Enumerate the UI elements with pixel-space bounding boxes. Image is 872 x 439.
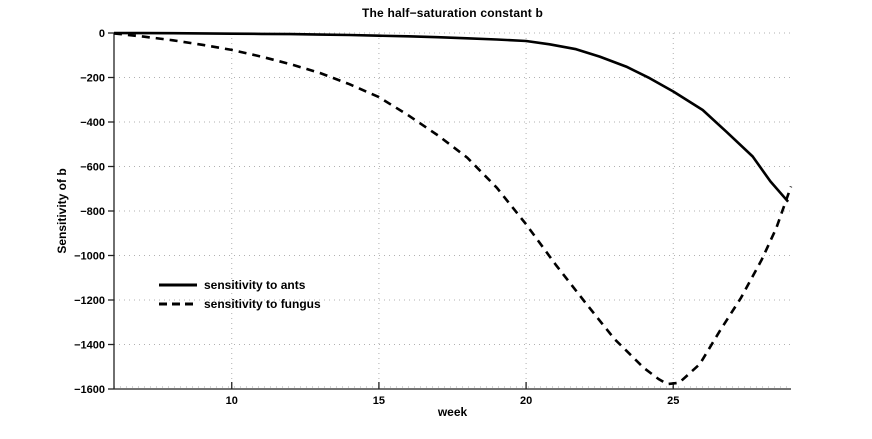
x-tick-label: 25 bbox=[667, 395, 679, 407]
x-axis-label: week bbox=[437, 405, 468, 419]
x-tick-label: 15 bbox=[373, 395, 385, 407]
legend-label-ants: sensitivity to ants bbox=[204, 278, 306, 292]
solid-line-sample-icon bbox=[159, 283, 197, 287]
y-tick-label: −1000 bbox=[74, 251, 105, 263]
legend-item-ants: sensitivity to ants bbox=[159, 277, 321, 293]
legend-item-fungus: sensitivity to fungus bbox=[159, 296, 321, 312]
series-curve-fungus bbox=[113, 32, 793, 386]
x-tick-label: 10 bbox=[226, 395, 238, 407]
legend: sensitivity to ants sensitivity to fungu… bbox=[159, 277, 321, 312]
legend-label-fungus: sensitivity to fungus bbox=[204, 297, 321, 311]
y-tick-label: −1400 bbox=[74, 340, 105, 352]
dashed-line-sample-icon bbox=[159, 302, 197, 306]
y-tick-label: −800 bbox=[80, 206, 105, 218]
series-curve-ants bbox=[113, 31, 790, 203]
x-tick-label: 20 bbox=[520, 395, 532, 407]
y-tick-label: −600 bbox=[80, 162, 105, 174]
y-tick-label: −1600 bbox=[74, 384, 105, 396]
chart-title: The half−saturation constant b bbox=[361, 6, 544, 20]
y-tick-label: −200 bbox=[80, 73, 105, 85]
y-tick-label: 0 bbox=[99, 28, 105, 40]
y-tick-label: −1200 bbox=[74, 295, 105, 307]
y-tick-label: −400 bbox=[80, 117, 105, 129]
